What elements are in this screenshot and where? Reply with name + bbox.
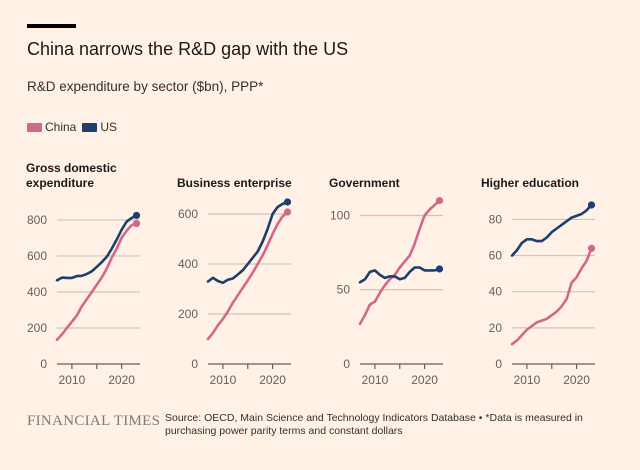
y-tick-label: 20 xyxy=(489,321,503,335)
line-china xyxy=(510,247,593,346)
line-china xyxy=(206,210,289,341)
panel-title: expenditure xyxy=(26,176,94,190)
end-dot-china xyxy=(132,219,141,228)
y-tick-label: 600 xyxy=(178,207,198,221)
x-tick-label: 2010 xyxy=(210,373,237,387)
panel-title: Business enterprise xyxy=(177,176,292,190)
line-us xyxy=(55,214,138,282)
ft-logo: FINANCIAL TIMES xyxy=(27,413,161,429)
x-tick-label: 2010 xyxy=(362,373,389,387)
end-dot-china xyxy=(435,197,444,205)
legend-label-us: US xyxy=(100,120,118,134)
y-tick-label: 80 xyxy=(489,212,503,226)
y-tick-label: 60 xyxy=(489,249,503,263)
legend-swatch-us xyxy=(82,122,98,132)
panel-1: Business enterprise 0 200 400 600 2010 2020 xyxy=(177,176,292,387)
panel-title: Higher education xyxy=(481,176,579,190)
legend: China US xyxy=(27,120,123,134)
y-tick-label: 0 xyxy=(495,357,502,371)
panel-title: Gross domestic xyxy=(26,161,117,175)
panel-2: Government 0 50 100 2010 2020 xyxy=(329,176,444,387)
panel-title: Government xyxy=(329,176,400,190)
line-us xyxy=(510,203,593,257)
y-tick-label: 600 xyxy=(27,249,47,263)
end-dot-us xyxy=(587,201,596,209)
line-us xyxy=(358,266,441,284)
y-tick-label: 400 xyxy=(27,285,47,299)
x-tick-label: 2020 xyxy=(108,373,135,387)
y-tick-label: 400 xyxy=(178,257,198,271)
source-note: Source: OECD, Main Science and Technolog… xyxy=(165,412,583,437)
header-accent-bar xyxy=(27,24,76,28)
y-tick-label: 800 xyxy=(27,213,47,227)
line-china xyxy=(358,199,441,326)
panel-3: Higher education 0 20 40 60 80 2010 2020 xyxy=(481,176,596,387)
end-dot-us xyxy=(283,198,292,206)
y-tick-label: 200 xyxy=(178,307,198,321)
line-us xyxy=(206,200,289,285)
legend-swatch-china xyxy=(27,122,42,132)
end-dot-china xyxy=(283,208,292,216)
legend-item-us: US xyxy=(82,120,117,134)
y-tick-label: 200 xyxy=(27,321,47,335)
y-tick-label: 100 xyxy=(330,208,350,222)
end-dot-china xyxy=(587,244,596,252)
chart-title: China narrows the R&D gap with the US xyxy=(27,39,349,59)
end-dot-us xyxy=(435,265,444,273)
legend-label-china: China xyxy=(45,120,77,134)
x-tick-label: 2020 xyxy=(259,373,286,387)
chart-subtitle: R&D expenditure by sector ($bn), PPP* xyxy=(27,79,264,94)
x-tick-label: 2020 xyxy=(411,373,438,387)
y-tick-label: 0 xyxy=(343,357,350,371)
y-tick-label: 0 xyxy=(40,357,47,371)
y-tick-label: 0 xyxy=(191,357,198,371)
x-tick-label: 2010 xyxy=(514,373,541,387)
y-tick-label: 40 xyxy=(489,285,503,299)
x-tick-label: 2010 xyxy=(59,373,86,387)
x-tick-label: 2020 xyxy=(563,373,590,387)
end-dot-us xyxy=(132,211,141,220)
legend-item-china: China xyxy=(27,120,76,134)
line-china xyxy=(55,222,138,342)
y-tick-label: 50 xyxy=(337,283,351,297)
